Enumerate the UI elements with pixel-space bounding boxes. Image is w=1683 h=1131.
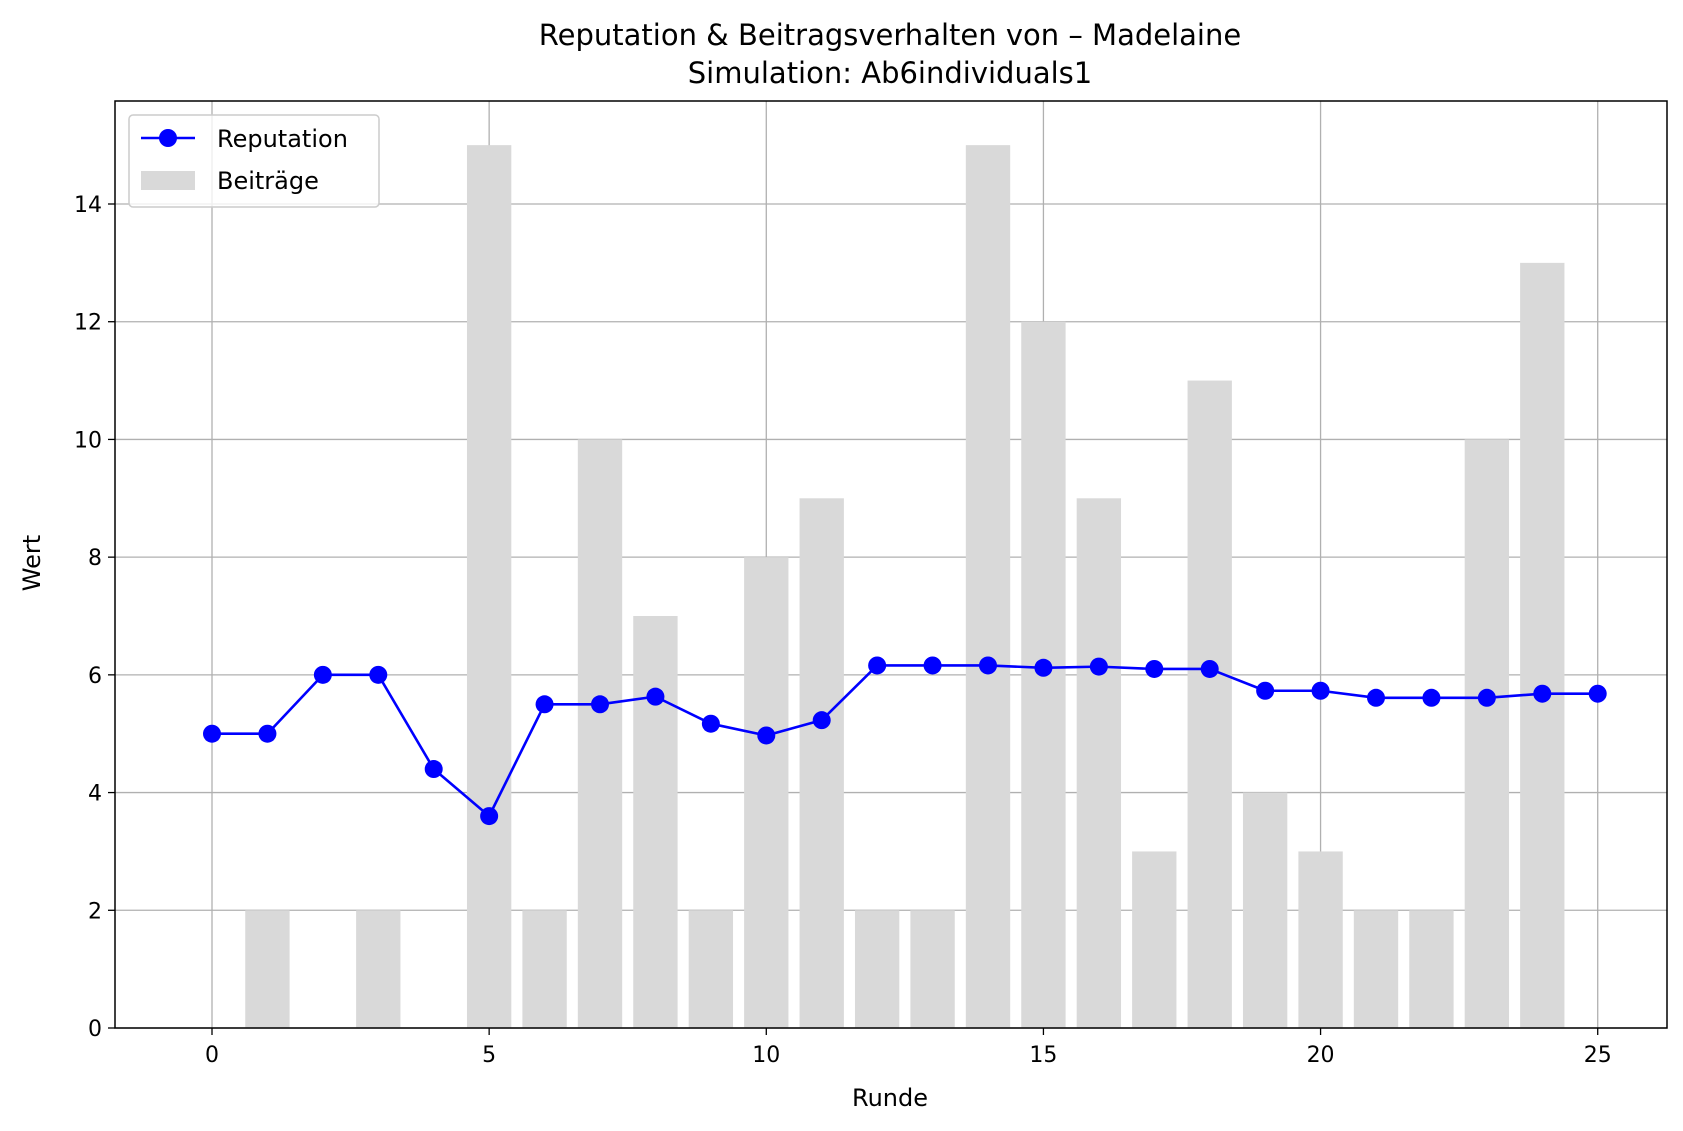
bar-beitraege-20 xyxy=(1298,851,1343,1028)
bar-beitraege-23 xyxy=(1464,439,1510,1028)
legend-label-beitraege: Beiträge xyxy=(217,167,319,195)
x-axis-label: Runde xyxy=(852,1084,928,1112)
reputation-point-24 xyxy=(1533,684,1552,703)
reputation-point-4 xyxy=(424,760,443,779)
reputation-point-0 xyxy=(203,724,221,743)
reputation-point-2 xyxy=(313,665,332,684)
bar-beitraege-14 xyxy=(965,145,1011,1029)
y-tick-label: 12 xyxy=(74,311,102,336)
bar-beitraege-7 xyxy=(577,439,623,1028)
reputation-point-9 xyxy=(701,714,720,733)
y-tick-label: 0 xyxy=(88,1017,102,1042)
axis-ticks: 0 5 10 15 20 25 0 2 4 6 8 10 12 14 xyxy=(74,193,1612,1068)
reputation-point-7 xyxy=(591,695,609,714)
bar-beitraege-24 xyxy=(1520,262,1565,1028)
chart-title: Reputation & Beitragsverhalten von – Mad… xyxy=(539,18,1241,90)
reputation-point-22 xyxy=(1422,688,1441,707)
x-tick-label: 5 xyxy=(482,1043,496,1068)
reputation-point-11 xyxy=(812,711,831,730)
reputation-point-23 xyxy=(1477,688,1496,707)
reputation-point-18 xyxy=(1200,659,1219,678)
bar-beitraege-17 xyxy=(1132,851,1177,1028)
grid-lines xyxy=(115,101,1667,1029)
bar-beitraege-1 xyxy=(245,910,290,1028)
reputation-point-13 xyxy=(923,656,942,675)
reputation-point-8 xyxy=(646,687,665,706)
x-tick-label: 10 xyxy=(752,1043,780,1068)
bar-series xyxy=(245,145,1565,1029)
bar-beitraege-10 xyxy=(744,557,789,1028)
bar-beitraege-5 xyxy=(466,145,512,1029)
reputation-point-16 xyxy=(1089,657,1108,676)
y-tick-label: 6 xyxy=(88,664,102,689)
bar-beitraege-12 xyxy=(854,910,900,1028)
legend-label-reputation: Reputation xyxy=(217,125,348,153)
reputation-point-5 xyxy=(480,807,499,826)
line-series xyxy=(203,656,1607,826)
y-tick-label: 14 xyxy=(74,193,102,218)
bar-beitraege-3 xyxy=(356,910,401,1028)
reputation-point-20 xyxy=(1311,681,1330,700)
bar-beitraege-13 xyxy=(910,910,955,1028)
x-tick-label: 25 xyxy=(1584,1043,1612,1068)
reputation-point-21 xyxy=(1367,688,1385,707)
y-tick-label: 2 xyxy=(88,899,102,924)
bar-beitraege-21 xyxy=(1353,910,1399,1028)
reputation-point-10 xyxy=(757,726,776,745)
x-tick-label: 20 xyxy=(1307,1043,1335,1068)
reputation-line xyxy=(212,664,1598,818)
reputation-point-1 xyxy=(258,724,277,743)
legend: Reputation Beiträge xyxy=(128,114,380,208)
bar-beitraege-6 xyxy=(522,910,567,1028)
bar-beitraege-22 xyxy=(1409,910,1454,1028)
legend-marker-swatch xyxy=(159,129,177,147)
chart-title-text: Reputation & Beitragsverhalten von – Mad… xyxy=(539,18,1241,52)
plot-frame xyxy=(114,100,1668,1029)
y-tick-label: 10 xyxy=(74,428,102,453)
reputation-point-15 xyxy=(1034,658,1053,677)
y-axis-label: Wert xyxy=(18,535,46,591)
reputation-point-17 xyxy=(1145,659,1164,678)
bar-beitraege-9 xyxy=(688,910,734,1028)
chart-subtitle-text: Simulation: Ab6individuals1 xyxy=(688,56,1092,90)
x-tick-label: 0 xyxy=(205,1043,219,1068)
reputation-point-12 xyxy=(868,656,887,675)
bar-beitraege-11 xyxy=(799,498,844,1028)
reputation-point-6 xyxy=(535,695,554,714)
reputation-point-25 xyxy=(1588,684,1607,703)
y-tick-label: 4 xyxy=(88,782,102,807)
bar-beitraege-18 xyxy=(1187,380,1232,1029)
legend-bar-swatch xyxy=(141,171,195,190)
bar-beitraege-16 xyxy=(1076,498,1122,1028)
bar-beitraege-19 xyxy=(1242,792,1288,1028)
y-tick-label: 8 xyxy=(88,546,102,571)
reputation-point-14 xyxy=(979,656,997,675)
reputation-point-19 xyxy=(1256,681,1275,700)
reputation-point-3 xyxy=(369,665,388,684)
bar-beitraege-8 xyxy=(633,616,678,1028)
x-tick-label: 15 xyxy=(1029,1043,1057,1068)
